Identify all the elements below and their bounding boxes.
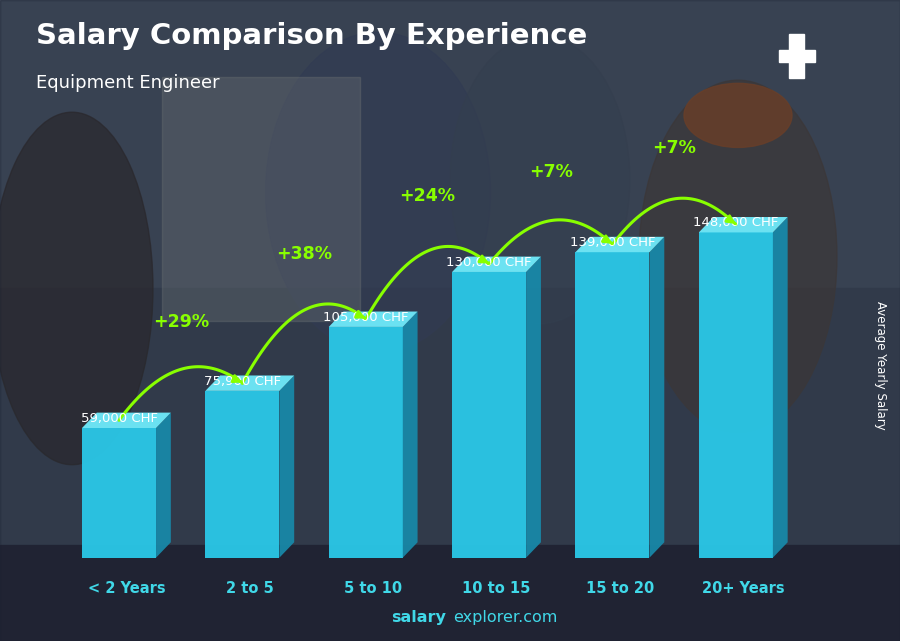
Polygon shape (279, 376, 294, 558)
Polygon shape (205, 391, 279, 558)
Bar (778, 50, 814, 62)
Text: 5 to 10: 5 to 10 (344, 581, 402, 595)
Text: 105,000 CHF: 105,000 CHF (323, 311, 409, 324)
Polygon shape (452, 256, 541, 272)
Text: +38%: +38% (276, 246, 332, 263)
Polygon shape (575, 237, 664, 252)
Text: +7%: +7% (652, 139, 696, 158)
Text: 75,900 CHF: 75,900 CHF (203, 375, 281, 388)
Ellipse shape (0, 112, 153, 465)
Text: +7%: +7% (529, 163, 572, 181)
Polygon shape (205, 376, 294, 391)
Text: Average Yearly Salary: Average Yearly Salary (874, 301, 886, 429)
Polygon shape (575, 252, 650, 558)
Polygon shape (773, 217, 788, 558)
Text: 148,000 CHF: 148,000 CHF (693, 216, 778, 229)
Polygon shape (82, 413, 171, 428)
Bar (162, 77, 360, 320)
Text: 139,000 CHF: 139,000 CHF (570, 236, 655, 249)
Text: Equipment Engineer: Equipment Engineer (36, 74, 220, 92)
Text: 130,000 CHF: 130,000 CHF (446, 256, 532, 269)
Polygon shape (650, 237, 664, 558)
Polygon shape (403, 312, 418, 558)
Text: +29%: +29% (153, 313, 209, 331)
Bar (0, 0, 900, 288)
Polygon shape (526, 256, 541, 558)
Ellipse shape (266, 32, 491, 353)
Text: salary: salary (392, 610, 446, 625)
Text: 2 to 5: 2 to 5 (226, 581, 274, 595)
Bar (0, 545, 900, 641)
Polygon shape (452, 272, 526, 558)
Polygon shape (328, 312, 418, 327)
Polygon shape (328, 327, 403, 558)
Text: 10 to 15: 10 to 15 (463, 581, 531, 595)
Text: Salary Comparison By Experience: Salary Comparison By Experience (36, 22, 587, 51)
Text: +24%: +24% (400, 187, 455, 204)
Ellipse shape (639, 80, 837, 433)
Text: 15 to 20: 15 to 20 (586, 581, 654, 595)
Text: 59,000 CHF: 59,000 CHF (80, 412, 158, 425)
Ellipse shape (684, 83, 792, 147)
Text: < 2 Years: < 2 Years (87, 581, 166, 595)
Polygon shape (156, 413, 171, 558)
Bar (789, 34, 804, 78)
Polygon shape (82, 428, 156, 558)
Bar (0, 288, 900, 545)
Polygon shape (698, 217, 788, 233)
Text: 20+ Years: 20+ Years (702, 581, 785, 595)
Polygon shape (698, 233, 773, 558)
Ellipse shape (450, 35, 630, 324)
Text: explorer.com: explorer.com (453, 610, 557, 625)
